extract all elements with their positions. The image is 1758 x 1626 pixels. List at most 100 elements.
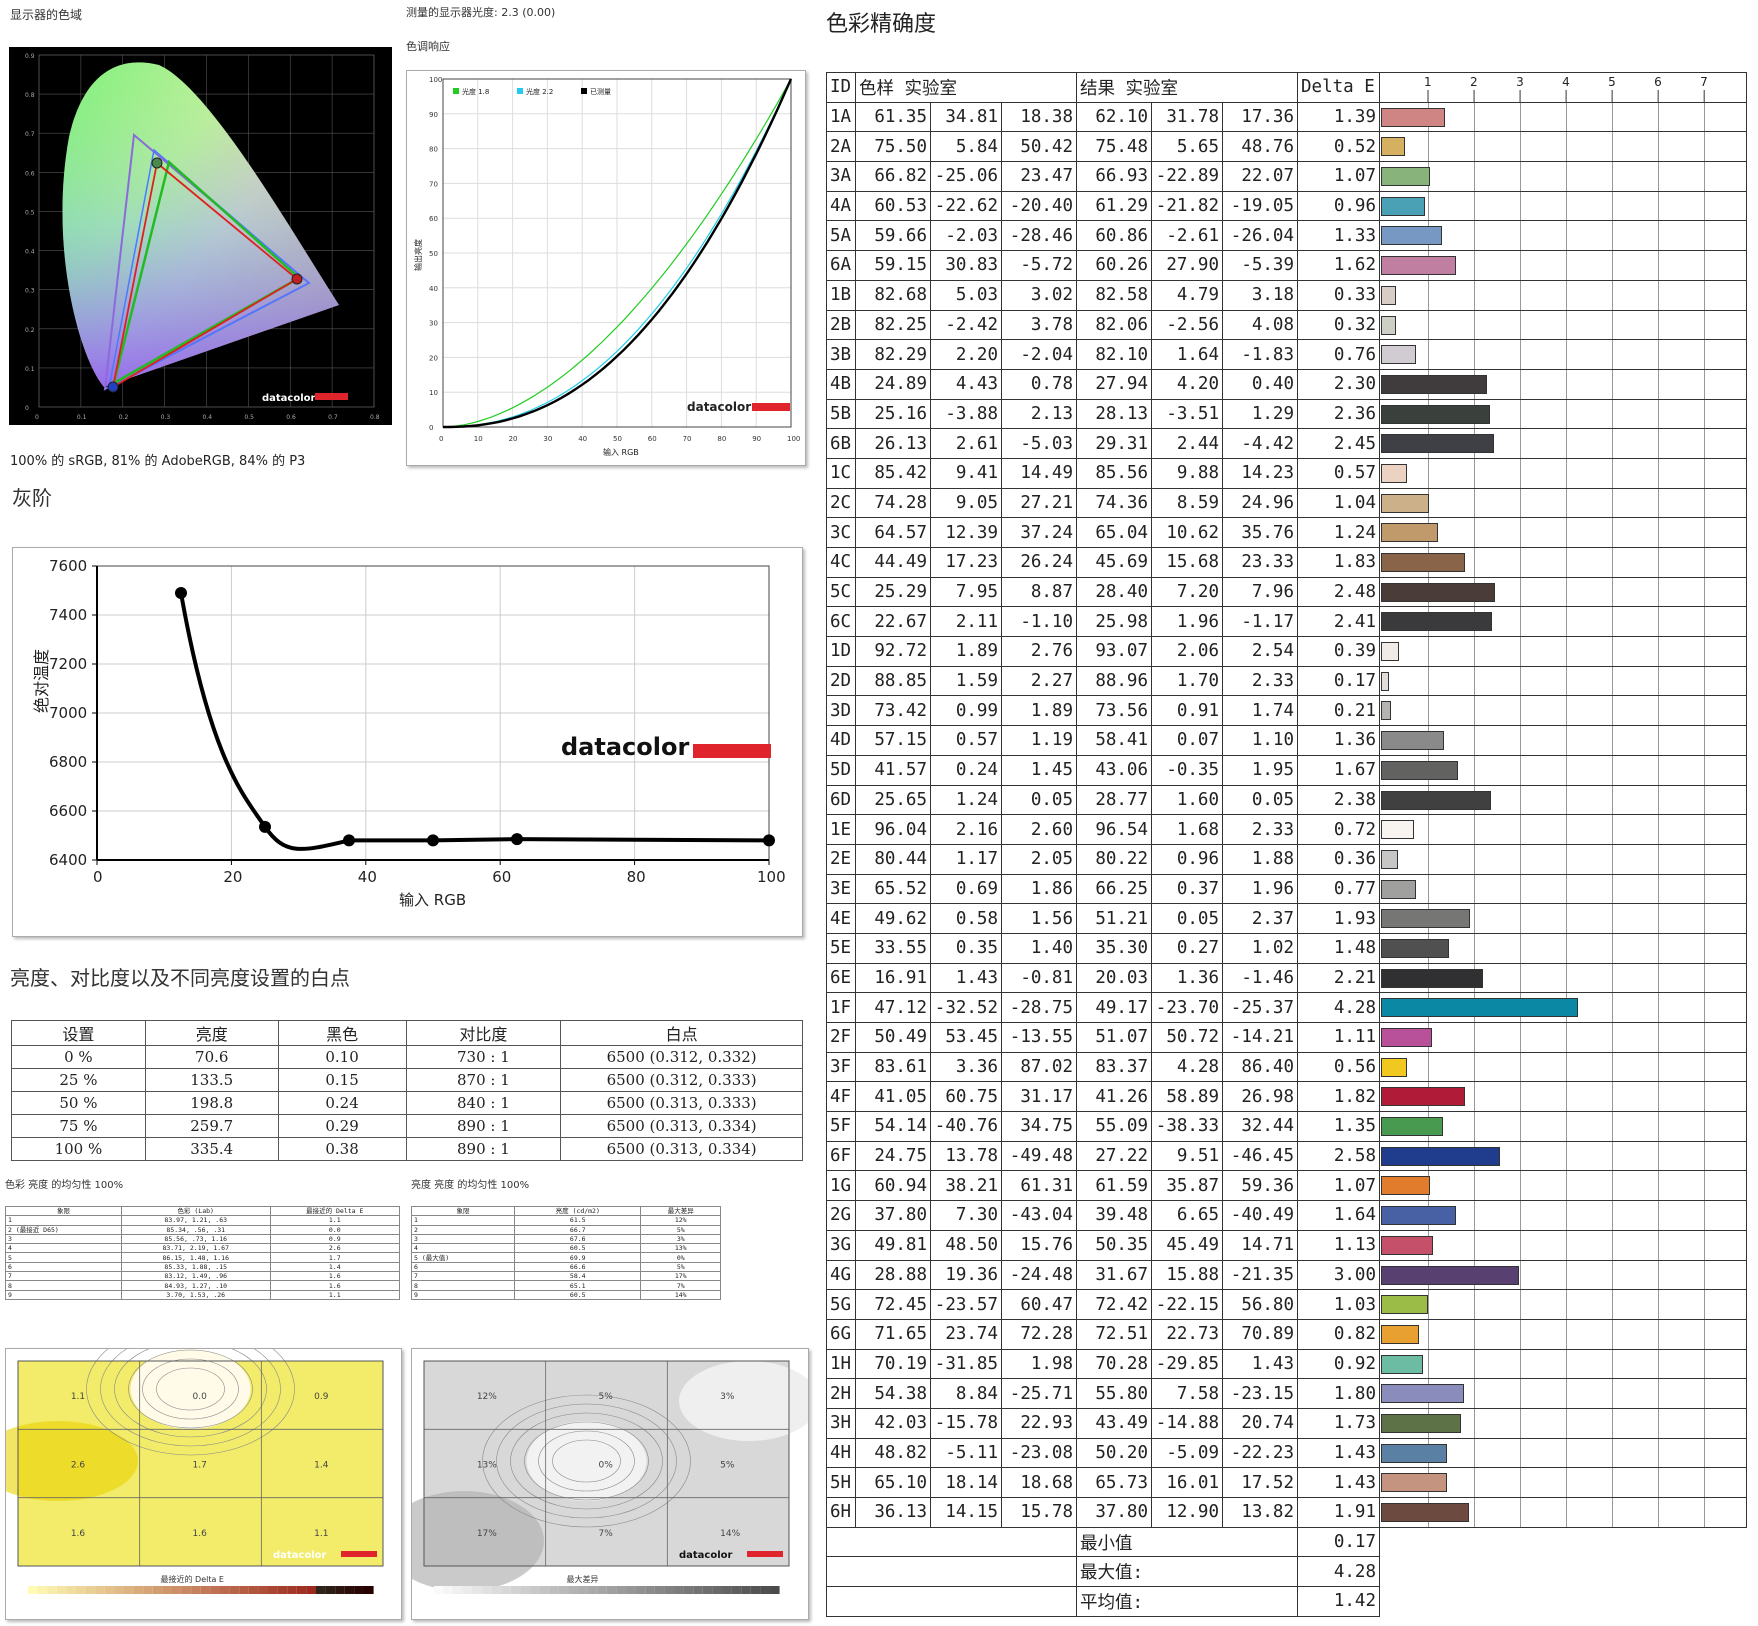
accuracy-row: 6B 26.13 2.61 -5.03 29.31 2.44 -4.42 2.45 xyxy=(826,428,1747,459)
accuracy-gridline xyxy=(1658,1349,1660,1379)
accuracy-gridline xyxy=(1566,221,1568,251)
map-scale-swatch xyxy=(200,1586,211,1594)
map-scale-swatch xyxy=(453,1586,463,1594)
accuracy-sample-value: 9.41 xyxy=(930,457,1002,489)
accuracy-gridline xyxy=(1428,844,1430,874)
accuracy-result-value: 20.74 xyxy=(1222,1407,1298,1439)
accuracy-delta-e: 1.62 xyxy=(1297,250,1380,281)
accuracy-result-value: -38.33 xyxy=(1151,1111,1223,1142)
accuracy-result-value: -2.61 xyxy=(1151,220,1223,252)
accuracy-gridline xyxy=(1612,1319,1614,1349)
accuracy-result-value: 2.06 xyxy=(1151,636,1223,667)
accuracy-sample-value: -5.72 xyxy=(1001,250,1077,281)
accuracy-id: 4B xyxy=(826,368,856,400)
uniformity-cell: 8 xyxy=(5,1280,122,1291)
accuracy-bar-cell xyxy=(1379,1111,1747,1142)
gray-data-point xyxy=(763,834,775,847)
accuracy-result-value: 82.58 xyxy=(1076,279,1152,311)
accuracy-bar xyxy=(1381,849,1398,869)
accuracy-gridline xyxy=(1704,1498,1706,1527)
accuracy-delta-e: 1.11 xyxy=(1297,1022,1380,1053)
accuracy-gridline xyxy=(1474,1408,1476,1438)
accuracy-row: 1E 96.04 2.16 2.60 96.54 1.68 2.33 0.72 xyxy=(826,814,1747,845)
accuracy-sample-value: 82.25 xyxy=(855,309,931,341)
accuracy-result-value: -4.42 xyxy=(1222,428,1298,459)
uniformity-cell: 83.97, 1.21, .63 xyxy=(120,1215,271,1226)
accuracy-sample-value: 72.28 xyxy=(1001,1318,1077,1350)
accuracy-bar-cell xyxy=(1379,576,1747,608)
gamut-x-tick: 0.7 xyxy=(328,414,338,421)
accuracy-row: 3D 73.42 0.99 1.89 73.56 0.91 1.74 0.21 xyxy=(826,695,1747,727)
map-value: 1.1 xyxy=(314,1529,328,1539)
accuracy-gridline xyxy=(1520,1498,1522,1527)
uniformity-row: 6 85.33, 1.88, .15 1.4 xyxy=(5,1261,401,1273)
uniformity-cell: 66.7 xyxy=(513,1224,642,1235)
map-scale-swatch xyxy=(520,1586,530,1594)
uniformity-cell: 4 xyxy=(5,1243,122,1254)
accuracy-result-value: 61.29 xyxy=(1076,190,1152,222)
accuracy-bar xyxy=(1381,1503,1469,1522)
accuracy-sample-value: -32.52 xyxy=(930,992,1002,1023)
accuracy-bar xyxy=(1381,285,1397,305)
uniformity-row: 4 83.71, 2.19, 1.67 2.6 xyxy=(5,1243,401,1254)
accuracy-gridline xyxy=(1566,191,1568,221)
accuracy-result-value: -23.70 xyxy=(1151,992,1223,1023)
uniformity-color-title: 色彩 亮度 的均匀性 100% xyxy=(5,1180,124,1191)
accuracy-bar-cell xyxy=(1379,1437,1747,1469)
tone-x-tick: 100 xyxy=(787,435,800,443)
accuracy-result-value: 49.17 xyxy=(1076,992,1152,1023)
accuracy-sample-value: 74.28 xyxy=(855,487,931,519)
map-scale-swatch xyxy=(760,1586,770,1594)
accuracy-result-value: -3.51 xyxy=(1151,398,1223,430)
accuracy-result-value: 41.26 xyxy=(1076,1081,1152,1113)
gray-logo: datacolor xyxy=(561,733,689,761)
accuracy-gridline xyxy=(1566,963,1568,993)
map-scale-swatch xyxy=(539,1586,550,1594)
accuracy-sample-value: 1.89 xyxy=(930,636,1002,667)
accuracy-row: 4A 60.53 -22.62 -20.40 61.29 -21.82 -19.05 0.96 xyxy=(826,190,1747,222)
accuracy-result-value: 27.90 xyxy=(1151,250,1223,281)
accuracy-id: 6H xyxy=(826,1497,856,1528)
accuracy-result-value: 0.05 xyxy=(1151,903,1223,934)
accuracy-gridline xyxy=(1566,1408,1568,1438)
uniformity-header: 亮度 (cd/m2) xyxy=(513,1205,642,1217)
accuracy-row: 6G 71.65 23.74 72.28 72.51 22.73 70.89 0.82 xyxy=(826,1318,1747,1350)
map-scale-title: 最大差异 xyxy=(567,1574,599,1584)
accuracy-id: 6D xyxy=(826,784,856,816)
tone-x-tick: 60 xyxy=(648,435,657,443)
accuracy-result-value: -25.37 xyxy=(1222,992,1298,1023)
accuracy-sample-value: 23.74 xyxy=(930,1318,1002,1350)
map-value: 5% xyxy=(599,1392,614,1402)
accuracy-gridline xyxy=(1658,1498,1660,1527)
accuracy-bar xyxy=(1381,493,1429,513)
brightness-cell: 6500 (0.312, 0.333) xyxy=(560,1068,803,1092)
accuracy-id: 4G xyxy=(826,1259,856,1291)
accuracy-result-value: 35.87 xyxy=(1151,1170,1223,1202)
uniformity-cell: 60.5 xyxy=(513,1243,642,1254)
uniformity-cell: 7 xyxy=(411,1271,515,1282)
accuracy-gridline xyxy=(1474,874,1476,904)
accuracy-gridline xyxy=(1612,963,1614,993)
accuracy-summary-row: 平均值: 1.42 xyxy=(826,1586,1747,1617)
accuracy-row: 5C 25.29 7.95 8.87 28.40 7.20 7.96 2.48 xyxy=(826,576,1747,608)
accuracy-result-value: -22.15 xyxy=(1151,1289,1223,1320)
accuracy-result-value: 4.79 xyxy=(1151,279,1223,311)
uniformity-cell: 14% xyxy=(640,1289,721,1300)
accuracy-result-value: 48.76 xyxy=(1222,131,1298,163)
accuracy-result-value: 86.40 xyxy=(1222,1051,1298,1083)
map-scale-swatch xyxy=(472,1586,482,1594)
accuracy-gridline xyxy=(1566,1023,1568,1052)
accuracy-id: 5F xyxy=(826,1111,856,1142)
accuracy-result-value: 32.44 xyxy=(1222,1111,1298,1142)
accuracy-result-value: 65.73 xyxy=(1076,1467,1152,1498)
brightness-header-setting: 设置 xyxy=(11,1020,146,1046)
tone-legend-swatch xyxy=(517,88,523,94)
accuracy-id: 6F xyxy=(826,1140,856,1172)
accuracy-gridline xyxy=(1704,1171,1706,1201)
accuracy-gridline xyxy=(1520,1408,1522,1438)
accuracy-bar xyxy=(1381,463,1408,483)
accuracy-delta-e: 2.21 xyxy=(1297,962,1380,994)
gamut-logo-bar xyxy=(315,393,348,400)
accuracy-summary-label: 最大值: xyxy=(1076,1556,1298,1588)
accuracy-gridline xyxy=(1566,1141,1568,1171)
